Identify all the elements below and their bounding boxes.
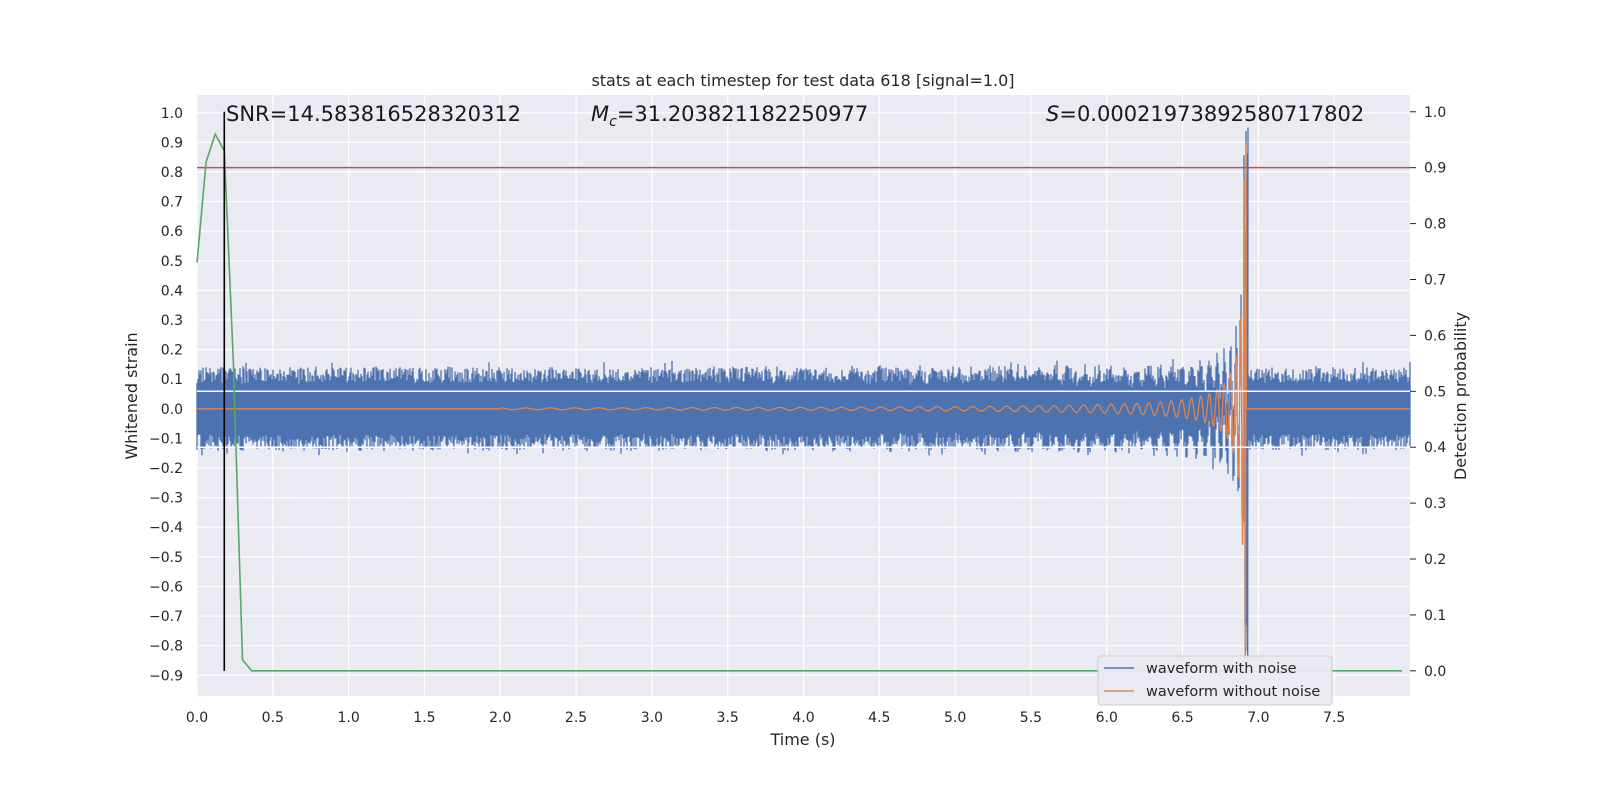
chart-title: stats at each timestep for test data 618… — [591, 71, 1014, 90]
x-tick-label: 7.0 — [1247, 710, 1269, 726]
mc-value: =31.203821182250977 — [617, 102, 868, 126]
x-tick-label: 2.5 — [565, 710, 587, 726]
s-annotation: S=0.00021973892580717802 — [1046, 102, 1364, 126]
y-tick-label: 0.9 — [161, 135, 183, 151]
y-tick-label: −0.5 — [149, 550, 183, 566]
y-axis-label: Whitened strain — [122, 332, 141, 459]
y-tick-label: 0.8 — [161, 165, 183, 181]
y2-tick-label: 0.7 — [1424, 272, 1446, 288]
y2-tick-label: 0.8 — [1424, 217, 1446, 233]
s-value: =0.00021973892580717802 — [1059, 102, 1364, 126]
y-tick-label: −0.3 — [149, 491, 183, 507]
y2-tick-label: 0.3 — [1424, 496, 1446, 512]
x-tick-label: 0.5 — [262, 710, 284, 726]
y-tick-label: −0.2 — [149, 461, 183, 477]
y-tick-label: 0.2 — [161, 343, 183, 359]
x-axis-label: Time (s) — [769, 730, 835, 749]
x-tick-label: 6.5 — [1171, 710, 1193, 726]
mc-annotation: Mc=31.203821182250977 — [591, 102, 868, 130]
data-layer — [196, 127, 1411, 678]
y-tick-label: −0.8 — [149, 639, 183, 655]
x-tick-label: 4.0 — [792, 710, 814, 726]
series-waveform-without-noise — [197, 143, 1410, 676]
legend-label-clean: waveform without noise — [1146, 684, 1320, 700]
mc-symbol: M — [591, 102, 609, 126]
legend-label-noise: waveform with noise — [1146, 661, 1297, 677]
x-tick-label: 6.0 — [1096, 710, 1118, 726]
y2-tick-label: 0.1 — [1424, 608, 1446, 624]
y-tick-label: 0.1 — [161, 372, 183, 388]
y2-tick-label: 0.2 — [1424, 552, 1446, 568]
y-tick-label: −0.1 — [149, 431, 183, 447]
x-tick-label: 1.5 — [413, 710, 435, 726]
y2-tick-label: 0.0 — [1424, 664, 1446, 680]
y-tick-label: −0.7 — [149, 609, 183, 625]
snr-annotation: SNR=14.583816528320312 — [226, 102, 521, 126]
x-tick-label: 0.0 — [186, 710, 208, 726]
y2-tick-label: 1.0 — [1424, 105, 1446, 121]
x-tick-label: 5.0 — [944, 710, 966, 726]
y-tick-label: 0.6 — [161, 224, 183, 240]
x-tick-label: 1.0 — [337, 710, 359, 726]
tick-layer: 0.0 0.5 1.0 1.5 2.0 2.5 3.0 3.5 4.0 4.5 5.0 5.5 6.0 6… — [149, 105, 1446, 726]
y2-tick-label: 0.9 — [1424, 161, 1446, 177]
y-tick-label: 0.4 — [161, 283, 183, 299]
mc-subscript: c — [609, 114, 617, 130]
y-tick-label: −0.6 — [149, 579, 183, 595]
y2-tick-label: 0.6 — [1424, 328, 1446, 344]
y2-tick-label: 0.5 — [1424, 384, 1446, 400]
y-tick-label: −0.9 — [149, 668, 183, 684]
x-tick-label: 5.5 — [1020, 710, 1042, 726]
y2-tick-label: 0.4 — [1424, 440, 1446, 456]
s-symbol: S — [1046, 102, 1059, 126]
x-tick-label: 4.5 — [868, 710, 890, 726]
x-tick-label: 3.5 — [717, 710, 739, 726]
y-tick-label: 0.3 — [161, 313, 183, 329]
y2-axis-label: Detection probability — [1451, 312, 1470, 480]
overlay-layer — [196, 111, 1410, 672]
x-tick-label: 7.5 — [1323, 710, 1345, 726]
x-tick-label: 2.0 — [489, 710, 511, 726]
y-tick-label: 0.5 — [161, 254, 183, 270]
y-tick-label: 0.0 — [161, 402, 183, 418]
y-tick-label: −0.4 — [149, 520, 183, 536]
legend: waveform with noise waveform without noi… — [1097, 655, 1333, 706]
y-tick-label: 1.0 — [161, 106, 183, 122]
y-tick-label: 0.7 — [161, 195, 183, 211]
x-tick-label: 3.0 — [641, 710, 663, 726]
legend-box — [1097, 655, 1333, 706]
series-detection-probability — [196, 132, 1402, 672]
